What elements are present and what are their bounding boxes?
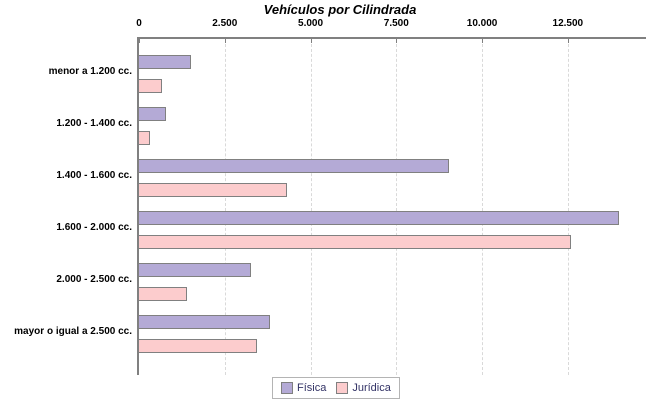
- legend-swatch-juridica: [336, 382, 349, 394]
- x-axis-tick: [310, 39, 312, 43]
- bar-juridica: [139, 235, 571, 249]
- bar-fisica: [139, 107, 167, 121]
- y-axis-category-labels: menor a 1.200 cc. 1.200 - 1.400 cc. 1.400 …: [0, 37, 132, 373]
- x-axis-tick: [139, 39, 140, 43]
- x-axis-tick-label: 2.500: [212, 18, 238, 29]
- x-axis-tick: [224, 39, 226, 43]
- category-label: 1.400 - 1.600 cc.: [56, 170, 132, 181]
- legend: Física Jurídica: [272, 377, 400, 399]
- chart-title: Vehículos por Cilindrada: [263, 2, 417, 17]
- legend-item-label: Jurídica: [352, 382, 391, 394]
- category-label: 1.200 - 1.400 cc.: [56, 118, 132, 129]
- legend-swatch-fisica: [281, 382, 293, 394]
- gridline: [396, 39, 398, 375]
- x-axis-tick-labels: 0 2.500 5.000 7.500 10.000 12.500: [136, 18, 644, 31]
- category-label: 2.000 - 2.500 cc.: [56, 274, 132, 285]
- gridline: [224, 39, 226, 375]
- category-label: mayor o igual a 2.500 cc.: [14, 326, 132, 337]
- bar-juridica: [139, 131, 151, 145]
- plot-area: [137, 37, 644, 375]
- bar-fisica: [139, 211, 619, 225]
- legend-item: Física: [281, 382, 326, 394]
- gridline: [482, 39, 484, 375]
- bar-fisica: [139, 315, 270, 329]
- x-axis-tick-label: 7.500: [383, 18, 409, 29]
- x-axis-tick: [482, 39, 484, 43]
- bar-juridica: [139, 287, 187, 301]
- category-label: 1.600 - 2.000 cc.: [56, 222, 132, 233]
- x-axis-tick: [567, 39, 569, 43]
- bar-juridica: [139, 339, 257, 353]
- x-axis-tick-label: 0: [136, 18, 142, 29]
- bar-fisica: [139, 159, 449, 173]
- legend-item-label: Física: [297, 382, 327, 394]
- legend-item: Jurídica: [336, 382, 391, 394]
- gridline: [310, 39, 312, 375]
- bar-juridica: [139, 183, 287, 197]
- bar-juridica: [139, 79, 163, 93]
- x-axis-tick: [396, 39, 398, 43]
- x-axis-tick-label: 5.000: [298, 18, 324, 29]
- bar-fisica: [139, 55, 192, 69]
- category-label: menor a 1.200 cc.: [48, 66, 132, 77]
- x-axis-tick-label: 10.000: [466, 18, 498, 29]
- bar-fisica: [139, 263, 251, 277]
- gridline: [567, 39, 569, 375]
- x-axis-line-extension: [642, 37, 646, 39]
- x-axis-tick-label: 12.500: [552, 18, 584, 29]
